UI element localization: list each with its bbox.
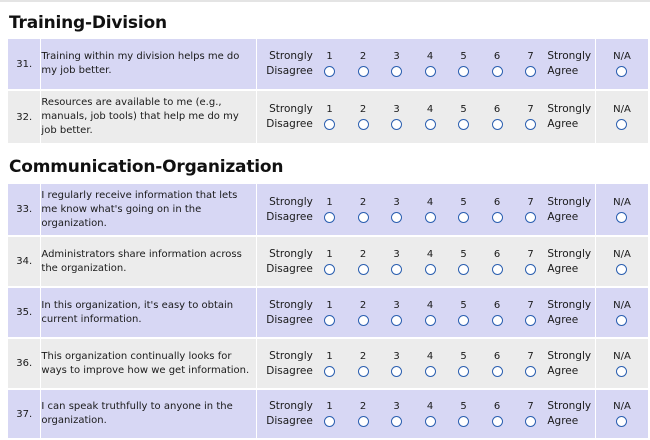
radio-q31-2[interactable] <box>357 66 369 77</box>
radio-q34-na[interactable] <box>616 263 628 275</box>
question-text: I regularly receive information that let… <box>40 182 256 235</box>
radio-q32-6[interactable] <box>491 119 503 130</box>
right-anchor-label: Strongly Agree <box>547 286 595 337</box>
section-title-training: Training-Division <box>9 13 167 33</box>
question-text: In this organization, it's easy to obtai… <box>40 286 256 337</box>
right-anchor-label: Strongly Agree <box>547 388 595 438</box>
left-anchor-label: Strongly Disagree <box>255 286 313 337</box>
question-text: Training within my division helps me do … <box>40 37 256 89</box>
question-row-33: 33. I regularly receive information that… <box>8 182 648 235</box>
right-anchor-label: Strongly Agree <box>547 37 595 89</box>
radio-q36-1[interactable] <box>324 365 336 377</box>
radio-q36-2[interactable] <box>357 365 369 377</box>
radio-q36-4[interactable] <box>424 365 436 377</box>
radio-q33-4[interactable] <box>424 211 436 223</box>
question-number: 37. <box>8 388 41 438</box>
radio-q33-5[interactable] <box>458 211 470 223</box>
radio-q31-na[interactable] <box>616 66 628 77</box>
radio-q31-3[interactable] <box>391 66 403 77</box>
question-row-35: 35. In this organization, it's easy to o… <box>8 286 648 337</box>
radio-q33-6[interactable] <box>491 211 503 223</box>
left-anchor-label: Strongly Disagree <box>255 37 313 89</box>
radio-q37-3[interactable] <box>391 416 403 427</box>
left-anchor-label: Strongly Disagree <box>255 89 313 143</box>
radio-q31-7[interactable] <box>525 66 537 77</box>
radio-q34-7[interactable] <box>525 263 537 275</box>
radio-q36-na[interactable] <box>616 365 628 377</box>
radio-q31-5[interactable] <box>458 66 470 77</box>
question-text: Resources are available to me (e.g., man… <box>40 89 256 143</box>
radio-q37-4[interactable] <box>424 416 436 427</box>
radio-q37-1[interactable] <box>324 416 336 427</box>
radio-q36-6[interactable] <box>491 365 503 377</box>
radio-q33-7[interactable] <box>525 211 537 223</box>
radio-q33-3[interactable] <box>391 211 403 223</box>
right-anchor-label: Strongly Agree <box>547 337 595 388</box>
radio-q37-5[interactable] <box>458 416 470 427</box>
radio-q37-6[interactable] <box>491 416 503 427</box>
left-anchor-label: Strongly Disagree <box>255 235 313 286</box>
top-divider <box>0 0 650 2</box>
radio-q37-na[interactable] <box>616 416 628 427</box>
left-anchor-label: Strongly Disagree <box>255 388 313 438</box>
question-table-communication: 33. I regularly receive information that… <box>8 182 648 438</box>
question-table-training: 31. Training within my division helps me… <box>8 37 648 143</box>
right-anchor-label: Strongly Agree <box>547 89 595 143</box>
question-text: This organization continually looks for … <box>40 337 256 388</box>
question-number: 31. <box>8 37 41 89</box>
left-anchor-label: Strongly Disagree <box>255 182 313 235</box>
question-row-32: 32. Resources are available to me (e.g.,… <box>8 89 648 143</box>
question-text: Administrators share information across … <box>40 235 256 286</box>
right-anchor-label: Strongly Agree <box>547 182 595 235</box>
radio-q32-1[interactable] <box>324 119 336 130</box>
radio-q32-2[interactable] <box>357 119 369 130</box>
radio-q32-7[interactable] <box>525 119 537 130</box>
radio-q31-6[interactable] <box>491 66 503 77</box>
radio-q37-7[interactable] <box>525 416 537 427</box>
question-number: 32. <box>8 89 41 143</box>
radio-q35-2[interactable] <box>357 314 369 326</box>
radio-q35-5[interactable] <box>458 314 470 326</box>
question-number: 36. <box>8 337 41 388</box>
radio-q35-6[interactable] <box>491 314 503 326</box>
radio-q31-4[interactable] <box>424 66 436 77</box>
question-row-31: 31. Training within my division helps me… <box>8 37 648 89</box>
radio-q36-3[interactable] <box>391 365 403 377</box>
radio-q36-5[interactable] <box>458 365 470 377</box>
radio-q35-na[interactable] <box>616 314 628 326</box>
radio-q31-1[interactable] <box>324 66 336 77</box>
radio-q35-1[interactable] <box>324 314 336 326</box>
question-number: 34. <box>8 235 41 286</box>
radio-q34-5[interactable] <box>458 263 470 275</box>
radio-q32-na[interactable] <box>616 119 628 130</box>
section-title-communication: Communication-Organization <box>9 157 284 177</box>
question-row-37: 37. I can speak truthfully to anyone in … <box>8 388 648 438</box>
radio-q34-2[interactable] <box>357 263 369 275</box>
left-anchor-label: Strongly Disagree <box>255 337 313 388</box>
radio-q33-1[interactable] <box>324 211 336 223</box>
question-row-36: 36. This organization continually looks … <box>8 337 648 388</box>
question-row-34: 34. Administrators share information acr… <box>8 235 648 286</box>
radio-q32-4[interactable] <box>424 119 436 130</box>
radio-q36-7[interactable] <box>525 365 537 377</box>
radio-q34-1[interactable] <box>324 263 336 275</box>
right-anchor-label: Strongly Agree <box>547 235 595 286</box>
radio-q35-7[interactable] <box>525 314 537 326</box>
question-number: 33. <box>8 182 41 235</box>
question-number: 35. <box>8 286 41 337</box>
radio-q37-2[interactable] <box>357 416 369 427</box>
radio-q33-na[interactable] <box>616 211 628 223</box>
radio-q34-4[interactable] <box>424 263 436 275</box>
radio-q32-5[interactable] <box>458 119 470 130</box>
radio-q34-6[interactable] <box>491 263 503 275</box>
radio-q34-3[interactable] <box>391 263 403 275</box>
radio-q32-3[interactable] <box>391 119 403 130</box>
radio-q33-2[interactable] <box>357 211 369 223</box>
radio-q35-3[interactable] <box>391 314 403 326</box>
radio-q35-4[interactable] <box>424 314 436 326</box>
question-text: I can speak truthfully to anyone in the … <box>40 388 256 438</box>
